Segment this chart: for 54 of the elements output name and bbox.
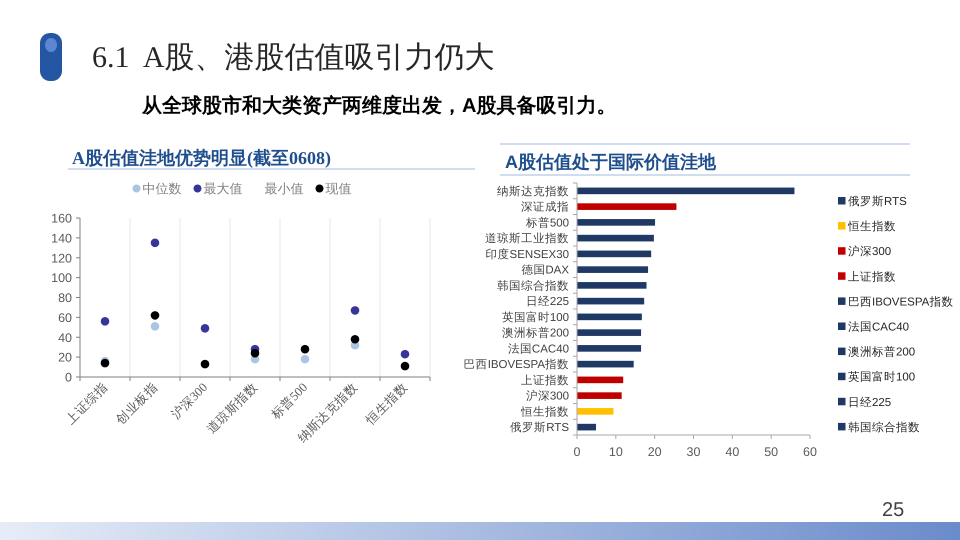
category-label: 俄罗斯RTS	[510, 422, 569, 434]
category-label: 深证成指	[521, 202, 569, 214]
legend-label: 上证指数	[848, 271, 896, 284]
xtick-label: 40	[725, 445, 740, 459]
category-label: 沪深300	[526, 390, 569, 403]
category-label: 标普500	[526, 217, 569, 230]
category-label: 道琼斯工业指数	[485, 233, 569, 246]
ytick-label: 100	[51, 271, 72, 286]
legend-label: 澳洲标普200	[848, 346, 916, 359]
legend-label: 巴西IBOVESPA指数	[848, 296, 954, 308]
ytick-label: 60	[58, 310, 72, 325]
category-label: 纳斯达克指数	[497, 186, 569, 198]
category-label: 恒生指数	[363, 380, 410, 427]
legend-label: 英国富时100	[848, 372, 916, 384]
ytick-label: 80	[58, 291, 72, 305]
category-label: 创业板指	[113, 380, 160, 427]
title: A股估值处于国际价值洼地	[505, 152, 716, 172]
category-label: 沪深300	[168, 380, 210, 422]
xtick-label: 10	[608, 445, 623, 459]
xtick-label: 0	[574, 445, 580, 459]
xtick-label: 60	[803, 445, 817, 459]
category-label: 日经225	[526, 296, 569, 308]
legend-label: 现值	[326, 181, 352, 196]
category-label: 澳洲标普200	[502, 328, 569, 340]
legend-label: 最小值	[264, 181, 304, 196]
legend-label: 日经225	[848, 396, 892, 409]
title: A股估值洼地优势明显(截至0608)	[72, 148, 331, 168]
annotation: 6.1 A股、港股估值吸引力仍大	[92, 41, 495, 74]
ytick-label: 40	[58, 330, 72, 345]
ytick-label: 140	[51, 231, 72, 246]
legend-label: 恒生指数	[848, 221, 896, 234]
legend-label: 最大值	[204, 181, 242, 196]
category-label: 英国富时100	[502, 312, 569, 324]
legend-label: 韩国综合指数	[848, 422, 920, 434]
ytick-label: 120	[51, 251, 72, 266]
category-label: 印度SENSEX30	[486, 248, 569, 261]
legend-label: 中位数	[142, 181, 182, 196]
legend-label: 法国CAC40	[848, 322, 910, 334]
xtick-label: 20	[648, 445, 662, 459]
xtick-label: 50	[764, 445, 778, 459]
category-label: 德国DAX	[521, 264, 569, 277]
category-label: 恒生指数	[521, 406, 569, 418]
category-label: 法国CAC40	[508, 343, 569, 356]
category-label: 上证指数	[521, 374, 569, 387]
legend-label: 沪深300	[848, 246, 892, 258]
category-label: 巴西IBOVESPA指数	[464, 359, 569, 372]
xtick-label: 30	[686, 445, 700, 459]
annotation: 从全球股市和大类资产两维度出发，A股具备吸引力。	[142, 95, 616, 117]
ytick-label: 160	[51, 212, 72, 226]
category-label: 韩国综合指数	[497, 280, 569, 292]
legend-label: 俄罗斯RTS	[848, 196, 907, 208]
ytick-label: 20	[58, 350, 72, 365]
category-label: 标普500	[268, 380, 310, 422]
annotation: 25	[882, 499, 904, 521]
